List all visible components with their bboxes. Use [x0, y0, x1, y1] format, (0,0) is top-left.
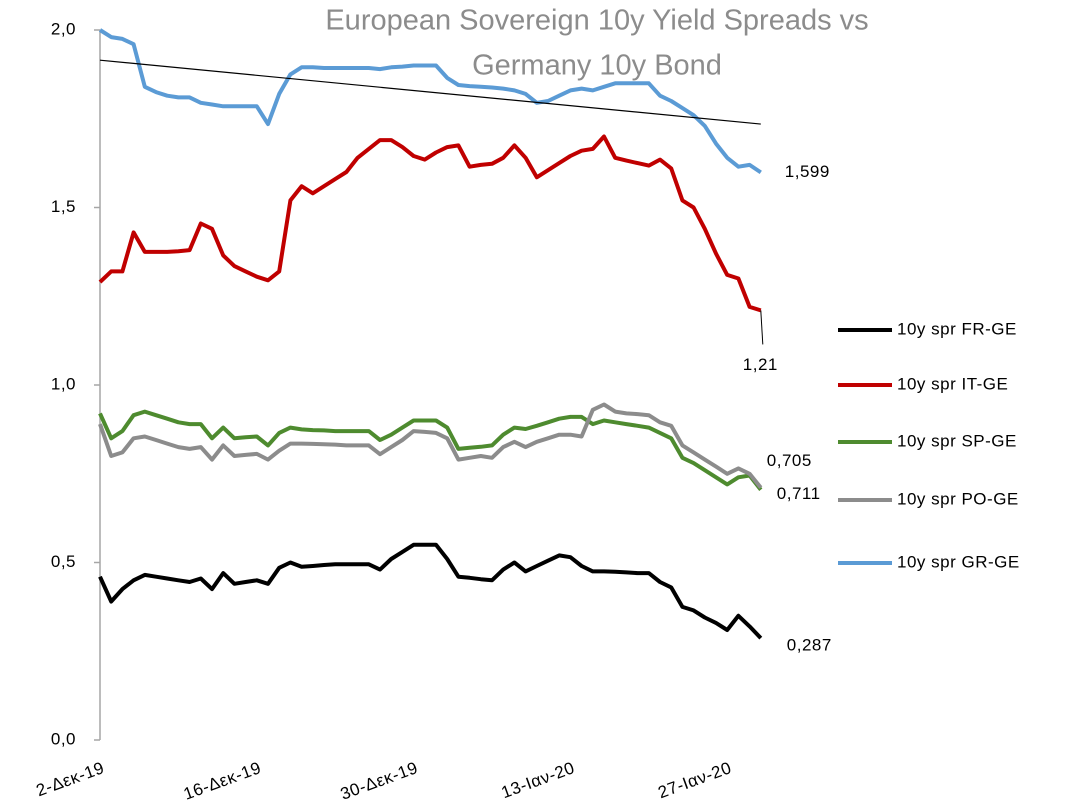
x-tick-label: 2-Δεκ-19	[34, 758, 107, 800]
chart-title: Germany 10y Bond	[472, 50, 722, 82]
legend-label: 10y spr SP-GE	[897, 431, 1017, 450]
series-line	[98, 134, 762, 313]
legend-label: 10y spr IT-GE	[897, 374, 1008, 393]
chart-title: European Sovereign 10y Yield Spreads vs	[325, 5, 868, 37]
leader-line	[760, 310, 764, 345]
series-line	[98, 409, 763, 491]
series-line	[98, 28, 762, 175]
series-line	[98, 542, 763, 640]
series-line	[98, 402, 763, 489]
x-tick-label: 27-Ιαν-20	[656, 758, 735, 802]
legend-label: 10y spr PO-GE	[897, 489, 1019, 508]
data-label: 0,705	[767, 451, 812, 470]
y-tick-label: 0,0	[51, 729, 76, 748]
data-label: 0,711	[777, 484, 821, 503]
x-tick-label: 13-Ιαν-20	[499, 758, 578, 802]
data-label: 1,599	[785, 162, 830, 181]
y-tick-label: 1,5	[51, 197, 76, 216]
y-tick-label: 0,5	[51, 552, 76, 571]
legend-label: 10y spr GR-GE	[897, 552, 1020, 571]
y-tick-label: 2,0	[51, 19, 76, 38]
data-label: 1,21	[743, 355, 778, 374]
data-label: 0,287	[787, 636, 832, 655]
x-tick-label: 30-Δεκ-19	[338, 758, 421, 804]
y-tick-label: 1,0	[51, 374, 76, 393]
x-tick-label: 16-Δεκ-19	[181, 758, 264, 804]
trendline	[99, 59, 761, 125]
legend-label: 10y spr FR-GE	[897, 319, 1017, 338]
